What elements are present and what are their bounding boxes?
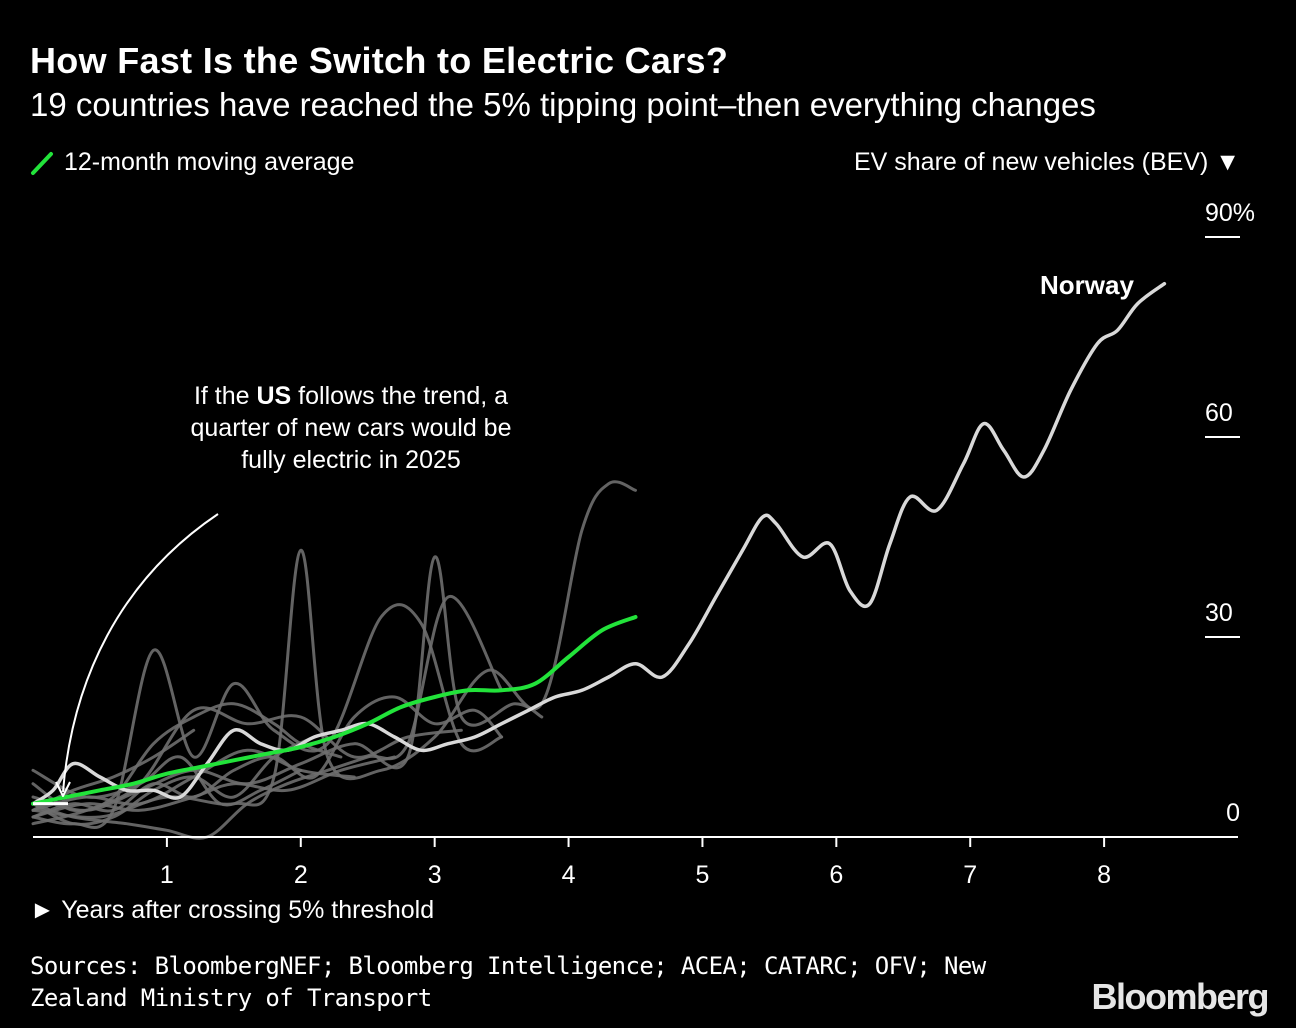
y-tick-label-0: 0 — [1226, 799, 1240, 827]
annotation-text-before: If the — [193, 382, 257, 410]
y-tick-label-30: 30 — [1205, 599, 1233, 627]
x-tick-label-1: 1 — [160, 861, 174, 889]
legend-line-icon — [31, 151, 53, 175]
us-annotation: If the US follows the trend, a quarter o… — [186, 380, 516, 476]
legend: 12-month moving average — [30, 148, 354, 177]
series-line-country-c — [31, 555, 544, 812]
series-line-country-j — [31, 755, 303, 807]
y-axis-label: EV share of new vehicles (BEV) ▼ — [853, 148, 1240, 176]
x-tick-label-2: 2 — [294, 861, 308, 889]
series-line-country-e — [31, 595, 504, 840]
series-line-norway — [31, 281, 1167, 806]
x-tick-label-6: 6 — [829, 861, 843, 889]
x-tick-label-7: 7 — [963, 861, 977, 889]
series-line-moving-average — [31, 615, 638, 806]
sources-note: Sources: BloombergNEF; Bloomberg Intelli… — [30, 952, 986, 1012]
annotation-arrow-line — [62, 513, 219, 793]
series-line-country-i — [31, 735, 316, 826]
x-tick-label-5: 5 — [695, 861, 709, 889]
norway-label: Norway — [1040, 270, 1134, 300]
series-line-country-b — [31, 480, 637, 819]
annotation-text-after: follows the trend, a quarter of new cars… — [190, 382, 512, 474]
annotation-arrow-head — [55, 781, 71, 797]
y-tick-label-60: 60 — [1205, 399, 1233, 427]
x-tick-label-8: 8 — [1097, 861, 1111, 889]
legend-label: 12-month moving average — [64, 148, 355, 176]
series-line-country-g — [31, 702, 343, 813]
y-tick-label-90: 90% — [1205, 199, 1255, 227]
annotation-text-bold: US — [256, 382, 292, 410]
x-axis-label: ► Years after crossing 5% threshold — [30, 896, 435, 924]
x-tick-label-4: 4 — [562, 861, 576, 889]
series-line-country-l — [31, 755, 396, 819]
bloomberg-logo: Bloomberg — [1091, 976, 1269, 1017]
chart-subtitle: 19 countries have reached the 5% tipping… — [30, 86, 1096, 123]
chart-title: How Fast Is the Switch to Electric Cars? — [30, 40, 729, 81]
x-tick-label-3: 3 — [428, 861, 442, 889]
